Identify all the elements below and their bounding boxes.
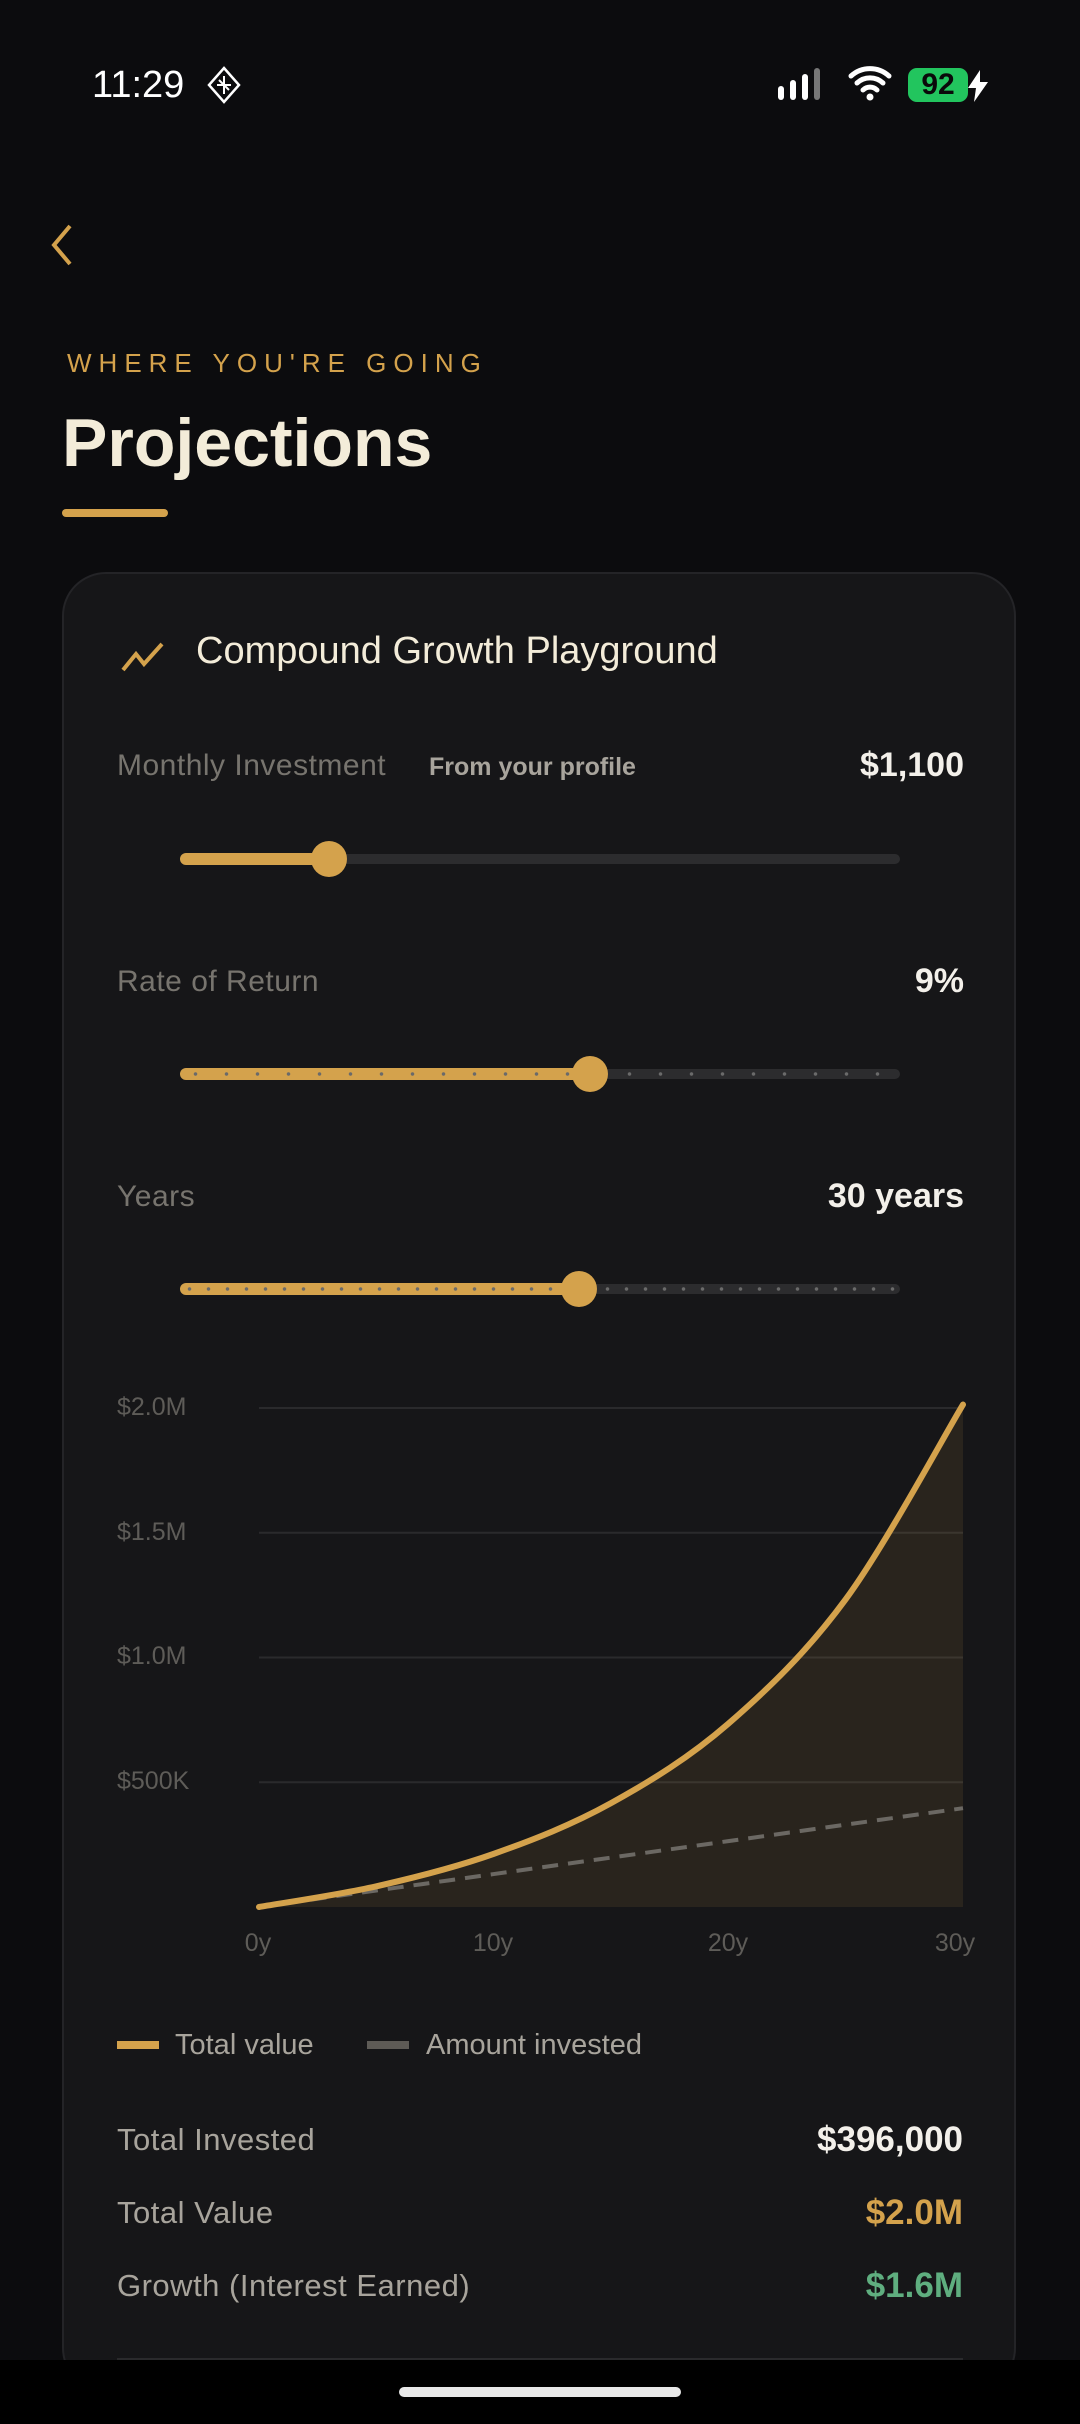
divider: [117, 2358, 963, 2360]
stat-growth: $1.6M: [865, 2266, 963, 2305]
rate-of-return-value: 9%: [914, 962, 964, 1000]
wifi-icon: [848, 66, 892, 101]
page-title: Projections: [62, 405, 433, 481]
slider-thumb[interactable]: [572, 1056, 609, 1092]
years-value: 30 years: [827, 1177, 964, 1215]
home-indicator[interactable]: [399, 2387, 681, 2397]
title-underline: [62, 509, 168, 517]
total-value-area: [259, 1404, 963, 1907]
stat-total-value: $2.0M: [865, 2193, 963, 2232]
compound-growth-card: [62, 572, 1016, 2392]
legend-swatch-total: [117, 2041, 159, 2049]
monthly-investment-label: Monthly Investment: [117, 749, 387, 782]
eyebrow-text: WHERE YOU'RE GOING: [67, 348, 488, 378]
trending-up-icon: [121, 642, 164, 672]
x-tick-label: 20y: [707, 1929, 749, 1957]
growth-chart: [256, 1401, 966, 1910]
legend-total-value: Total value: [175, 2029, 314, 2061]
slider-thumb[interactable]: [311, 841, 348, 877]
amount-invested-line: [258, 1806, 964, 1909]
legend-amount-invested: Amount invested: [426, 2029, 643, 2061]
stat-label: Growth (Interest Earned): [117, 2268, 471, 2303]
x-tick-label: 0y: [244, 1929, 272, 1957]
rate-of-return-slider[interactable]: [180, 1056, 900, 1092]
signal-icon: [778, 68, 820, 100]
y-tick-label: $500K: [117, 1767, 190, 1795]
monthly-investment-value: $1,100: [860, 746, 964, 784]
years-slider[interactable]: [180, 1271, 900, 1307]
stat-label: Total Invested: [117, 2122, 316, 2157]
battery-indicator: 92: [908, 68, 968, 102]
y-tick-label: $1.5M: [117, 1518, 187, 1546]
charging-bolt-icon: [968, 70, 988, 102]
years-label: Years: [117, 1180, 196, 1213]
app-notification-icon: [207, 66, 241, 104]
status-time: 11:29: [92, 64, 185, 106]
total-value-line: [256, 1401, 966, 1910]
legend-swatch-invested: [367, 2041, 409, 2049]
x-tick-label: 10y: [472, 1929, 514, 1957]
back-button[interactable]: [46, 222, 80, 268]
from-profile-label: From your profile: [429, 753, 636, 781]
card-title: Compound Growth Playground: [196, 630, 718, 672]
y-tick-label: $1.0M: [117, 1642, 187, 1670]
y-tick-label: $2.0M: [117, 1393, 187, 1421]
monthly-investment-slider[interactable]: [180, 841, 900, 877]
rate-of-return-label: Rate of Return: [117, 965, 320, 998]
stat-total-invested: $396,000: [817, 2120, 963, 2159]
x-tick-label: 30y: [934, 1929, 976, 1957]
slider-thumb[interactable]: [560, 1271, 597, 1307]
stat-label: Total Value: [117, 2195, 274, 2230]
